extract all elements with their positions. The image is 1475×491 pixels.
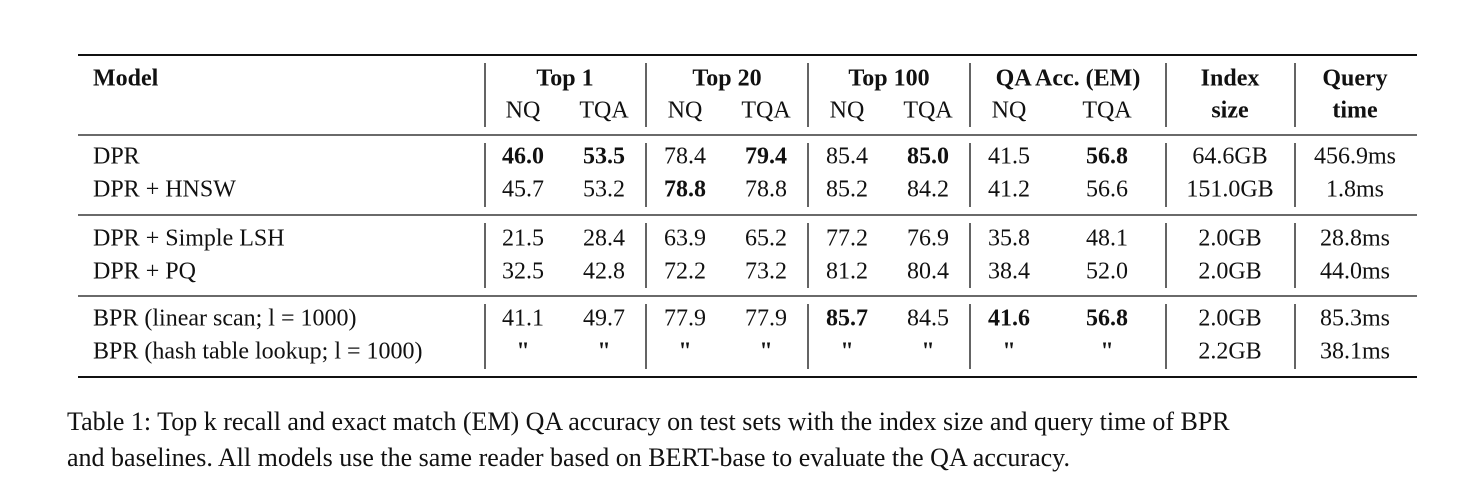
cell: 77.2 — [826, 226, 868, 252]
cell: " — [840, 339, 853, 365]
cell-query: 38.1ms — [1320, 339, 1390, 365]
cell: 65.2 — [745, 226, 787, 252]
cell-index: 151.0GB — [1186, 177, 1273, 203]
cell: 48.1 — [1086, 226, 1128, 252]
cell: 85.7 — [826, 306, 868, 332]
cell-query: 85.3ms — [1320, 306, 1390, 332]
cell: 56.6 — [1086, 177, 1128, 203]
header-group: Top 100 — [848, 66, 929, 92]
cell: 41.6 — [988, 306, 1030, 332]
cell: 76.9 — [907, 226, 949, 252]
header-group: Top 1 — [536, 66, 593, 92]
cell-index: 2.2GB — [1198, 339, 1261, 365]
cell: 78.8 — [664, 177, 706, 203]
cell: " — [1002, 339, 1015, 365]
cell: 72.2 — [664, 259, 706, 285]
cell: 21.5 — [502, 226, 544, 252]
cell: 78.8 — [745, 177, 787, 203]
cell: 79.4 — [745, 144, 787, 170]
cell-index: 2.0GB — [1198, 306, 1261, 332]
caption-line: and baselines. All models use the same r… — [67, 443, 1070, 472]
cell: 32.5 — [502, 259, 544, 285]
header-model: Model — [93, 66, 159, 92]
cell: 45.7 — [502, 177, 544, 203]
cell-query: 44.0ms — [1320, 259, 1390, 285]
row-model: BPR (linear scan; l = 1000) — [93, 306, 357, 332]
header-query: time — [1332, 98, 1378, 124]
row-model: BPR (hash table lookup; l = 1000) — [93, 339, 423, 365]
cell: 84.5 — [907, 306, 949, 332]
cell: 77.9 — [664, 306, 706, 332]
cell: " — [759, 339, 772, 365]
cell-index: 2.0GB — [1198, 259, 1261, 285]
cell: " — [597, 339, 610, 365]
cell: 53.2 — [583, 177, 625, 203]
header-subcolumn: NQ — [992, 98, 1027, 124]
cell: 80.4 — [907, 259, 949, 285]
cell: " — [678, 339, 691, 365]
header-subcolumn: NQ — [506, 98, 541, 124]
cell-index: 2.0GB — [1198, 226, 1261, 252]
cell: 84.2 — [907, 177, 949, 203]
header-group: Top 20 — [692, 66, 761, 92]
header-subcolumn: TQA — [1082, 98, 1132, 124]
cell: 56.8 — [1086, 144, 1128, 170]
cell: 53.5 — [583, 144, 625, 170]
header-subcolumn: NQ — [830, 98, 865, 124]
header-subcolumn: TQA — [579, 98, 629, 124]
cell: " — [921, 339, 934, 365]
row-model: DPR + PQ — [93, 259, 196, 285]
cell: " — [516, 339, 529, 365]
cell: 56.8 — [1086, 306, 1128, 332]
cell-index: 64.6GB — [1192, 144, 1267, 170]
cell: 78.4 — [664, 144, 706, 170]
cell: 41.5 — [988, 144, 1030, 170]
header-index: Index — [1201, 66, 1260, 92]
row-model: DPR + Simple LSH — [93, 226, 285, 252]
cell: " — [1100, 339, 1113, 365]
header-subcolumn: TQA — [741, 98, 791, 124]
cell: 41.1 — [502, 306, 544, 332]
cell: 38.4 — [988, 259, 1030, 285]
cell: 63.9 — [664, 226, 706, 252]
header-subcolumn: NQ — [668, 98, 703, 124]
cell-query: 456.9ms — [1314, 144, 1396, 170]
cell: 28.4 — [583, 226, 625, 252]
header-index: size — [1211, 98, 1249, 124]
header-group: QA Acc. (EM) — [996, 66, 1141, 92]
cell: 41.2 — [988, 177, 1030, 203]
cell: 85.0 — [907, 144, 949, 170]
header-subcolumn: TQA — [903, 98, 953, 124]
cell: 77.9 — [745, 306, 787, 332]
caption-line: Table 1: Top k recall and exact match (E… — [67, 407, 1230, 436]
cell: 42.8 — [583, 259, 625, 285]
cell: 85.2 — [826, 177, 868, 203]
cell: 73.2 — [745, 259, 787, 285]
cell-query: 1.8ms — [1326, 177, 1384, 203]
row-model: DPR + HNSW — [93, 177, 236, 203]
cell: 46.0 — [502, 144, 544, 170]
header-query: Query — [1322, 66, 1387, 92]
cell-query: 28.8ms — [1320, 226, 1390, 252]
cell: 35.8 — [988, 226, 1030, 252]
cell: 81.2 — [826, 259, 868, 285]
cell: 52.0 — [1086, 259, 1128, 285]
row-model: DPR — [93, 144, 140, 170]
cell: 85.4 — [826, 144, 868, 170]
cell: 49.7 — [583, 306, 625, 332]
